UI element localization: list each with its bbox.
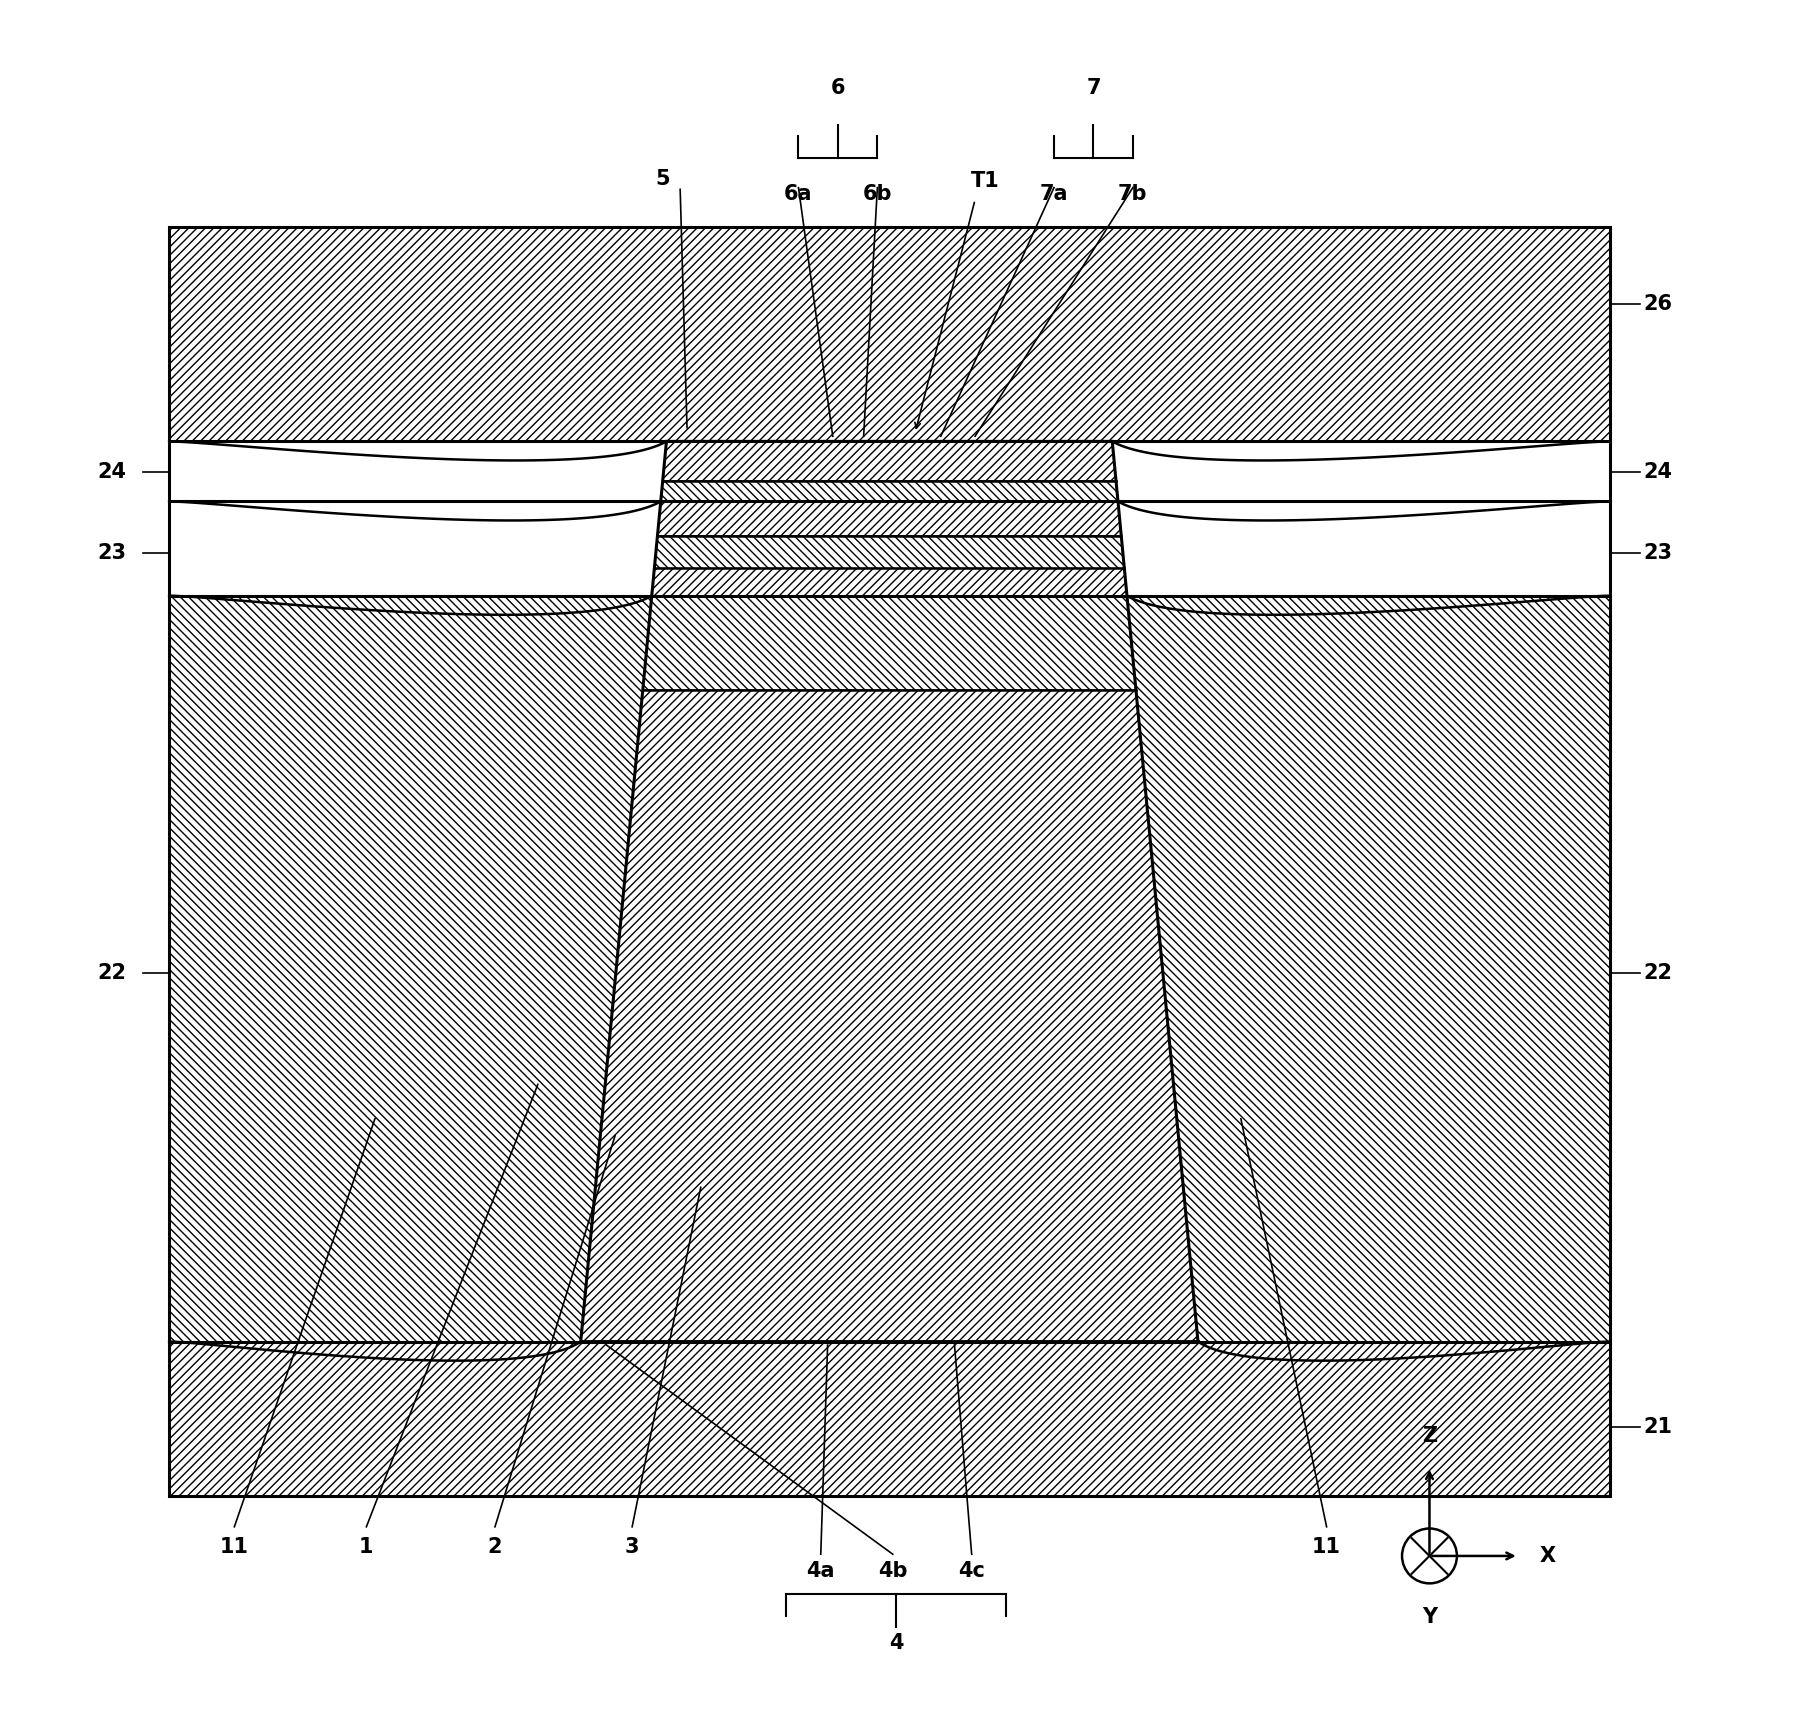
Text: 4b: 4b (877, 1561, 908, 1582)
Text: 23: 23 (98, 543, 127, 563)
Text: 23: 23 (1644, 543, 1673, 563)
Text: 26: 26 (1644, 295, 1673, 314)
Text: 22: 22 (98, 963, 127, 982)
Text: 6: 6 (830, 79, 845, 98)
Text: 24: 24 (1644, 462, 1673, 482)
Text: T1: T1 (972, 171, 999, 191)
Text: 6a: 6a (785, 184, 812, 205)
Text: X: X (1539, 1546, 1556, 1566)
Polygon shape (664, 441, 1117, 481)
Text: Y: Y (1421, 1608, 1438, 1628)
Text: 5: 5 (656, 169, 671, 190)
Polygon shape (651, 569, 1128, 596)
Text: 2: 2 (488, 1537, 502, 1558)
Polygon shape (660, 481, 1119, 501)
Text: 24: 24 (98, 462, 127, 482)
Polygon shape (1119, 501, 1610, 596)
Bar (169, 596, 1610, 1342)
Polygon shape (658, 501, 1120, 536)
Text: 6b: 6b (863, 184, 892, 205)
Polygon shape (654, 536, 1124, 569)
Text: 11: 11 (219, 1537, 248, 1558)
Polygon shape (580, 689, 1198, 1342)
Polygon shape (169, 501, 660, 596)
Bar (169, 227, 1610, 1496)
Bar (169, 227, 1610, 441)
Text: 4: 4 (888, 1633, 903, 1652)
Text: 21: 21 (1644, 1418, 1673, 1437)
Text: 1: 1 (359, 1537, 373, 1558)
Text: 3: 3 (625, 1537, 640, 1558)
Polygon shape (644, 596, 1137, 689)
Text: Z: Z (1421, 1427, 1438, 1446)
Bar (169, 1342, 1610, 1496)
Text: 11: 11 (1313, 1537, 1342, 1558)
Text: 7b: 7b (1119, 184, 1148, 205)
Text: 22: 22 (1644, 963, 1673, 982)
Text: 7a: 7a (1039, 184, 1068, 205)
Polygon shape (169, 441, 667, 501)
Text: 4a: 4a (807, 1561, 836, 1582)
Polygon shape (1111, 441, 1610, 501)
Bar (169, 441, 1610, 501)
Text: 7: 7 (1086, 79, 1100, 98)
Bar (169, 501, 1610, 596)
Text: 4c: 4c (959, 1561, 984, 1582)
